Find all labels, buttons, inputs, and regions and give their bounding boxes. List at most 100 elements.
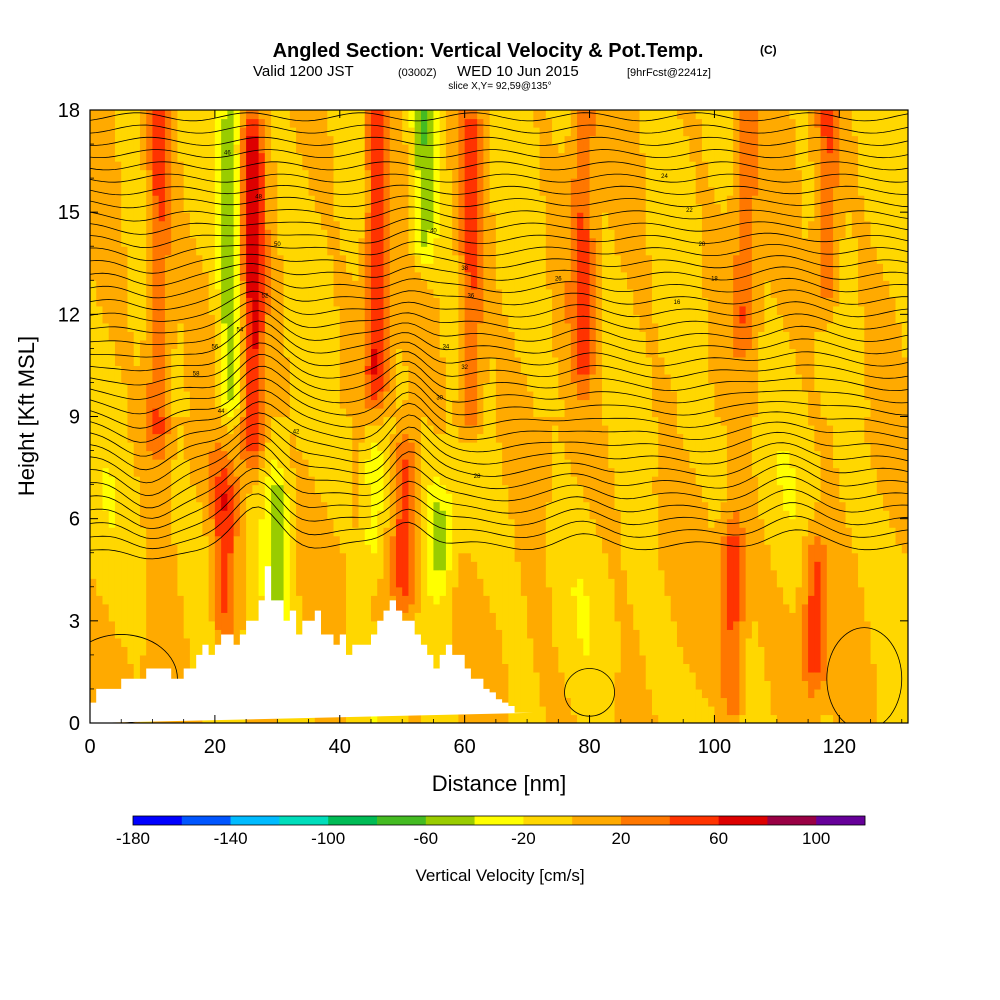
velocity-cell [826, 110, 834, 154]
velocity-cell [214, 407, 222, 443]
velocity-cell [158, 110, 166, 222]
velocity-cell [221, 425, 228, 452]
velocity-cell [733, 620, 741, 716]
velocity-cell [452, 110, 460, 256]
isentrope-line [90, 377, 908, 429]
velocity-cell [739, 110, 747, 307]
velocity-cell [102, 110, 110, 324]
velocity-cell [395, 348, 403, 409]
velocity-cell [539, 705, 547, 723]
velocity-cell [258, 110, 266, 120]
velocity-cell [708, 382, 716, 528]
colorbar-frame [132, 815, 866, 826]
velocity-cell [758, 518, 765, 647]
isentrope-line [90, 195, 908, 209]
isentrope-line [90, 112, 908, 122]
velocity-cell [614, 510, 622, 622]
velocity-cell [139, 339, 147, 528]
contour-label: 30 [436, 395, 443, 401]
velocity-cell [539, 195, 547, 418]
isentrope-line [90, 493, 908, 550]
velocity-cell [264, 110, 272, 230]
velocity-cell [695, 110, 703, 120]
velocity-cell [221, 493, 228, 511]
velocity-cell [708, 705, 716, 723]
velocity-cell [789, 518, 797, 613]
velocity-cell [508, 110, 516, 332]
velocity-cell [439, 433, 447, 486]
colorbar-swatch [474, 816, 524, 825]
contour-label: 16 [674, 300, 681, 306]
velocity-cell [420, 263, 428, 281]
velocity-cell [221, 110, 228, 120]
velocity-cell [196, 501, 203, 716]
velocity-cell [627, 110, 634, 290]
velocity-cell [633, 629, 641, 723]
isentrope-line [90, 217, 908, 235]
colorbar-swatch [181, 816, 231, 825]
velocity-cell [726, 110, 734, 196]
velocity-cell [783, 110, 790, 332]
velocity-cell [445, 110, 453, 171]
velocity-cell [271, 416, 278, 460]
velocity-cell [870, 110, 878, 247]
velocity-cell [739, 620, 747, 716]
velocity-cell [889, 297, 897, 528]
velocity-cell [214, 288, 222, 409]
velocity-cell [639, 110, 647, 154]
velocity-cell [408, 127, 416, 256]
velocity-cell [96, 305, 104, 596]
velocity-cell [751, 476, 759, 622]
isentrope-line [90, 101, 908, 109]
velocity-cell [495, 442, 503, 630]
velocity-cell [558, 399, 566, 418]
colorbar-swatch [718, 816, 768, 825]
velocity-cell [427, 484, 435, 596]
velocity-cell [858, 305, 865, 588]
velocity-cell [545, 288, 553, 418]
velocity-cell [283, 493, 291, 639]
velocity-cell [214, 476, 222, 537]
velocity-cell [370, 442, 378, 554]
velocity-cell [352, 527, 360, 723]
isentrope-line [90, 290, 908, 322]
velocity-cell [477, 110, 484, 120]
velocity-cell [527, 110, 534, 392]
velocity-cell [333, 220, 341, 307]
velocity-cell [895, 322, 903, 545]
velocity-cell [708, 186, 716, 384]
contour-label: 52 [261, 293, 268, 299]
velocity-cell [289, 110, 297, 128]
y-tick-label: 6 [69, 509, 80, 531]
velocity-cell [414, 110, 422, 171]
velocity-cell [533, 671, 541, 723]
velocity-cell [90, 280, 97, 579]
velocity-cell [833, 110, 840, 188]
velocity-cell [583, 110, 591, 230]
velocity-cell [883, 510, 890, 723]
velocity-cell [689, 110, 697, 162]
velocity-cell [739, 305, 747, 324]
velocity-cell [470, 425, 478, 443]
velocity-cell [726, 518, 734, 537]
velocity-cell [395, 442, 403, 520]
velocity-cell [776, 314, 784, 452]
isentrope-line [90, 281, 908, 311]
velocity-cell [370, 714, 378, 723]
velocity-cell [414, 714, 422, 723]
contour-label: 24 [661, 174, 668, 180]
velocity-cell [370, 399, 378, 409]
velocity-cell [227, 399, 235, 418]
velocity-cell [302, 459, 310, 647]
velocity-cell [364, 110, 372, 171]
velocity-cell [464, 425, 472, 443]
velocity-cell [808, 425, 815, 520]
velocity-cell [389, 110, 397, 418]
colorbar-label: Vertical Velocity [cm/s] [415, 866, 584, 885]
velocity-cell [470, 442, 478, 562]
contour-label: 40 [430, 229, 437, 235]
velocity-cell [602, 552, 609, 723]
velocity-cell [246, 493, 253, 682]
velocity-cell [733, 714, 741, 723]
velocity-cell [795, 586, 803, 723]
